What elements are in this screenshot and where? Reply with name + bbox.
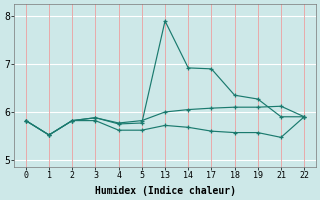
X-axis label: Humidex (Indice chaleur): Humidex (Indice chaleur): [94, 186, 236, 196]
